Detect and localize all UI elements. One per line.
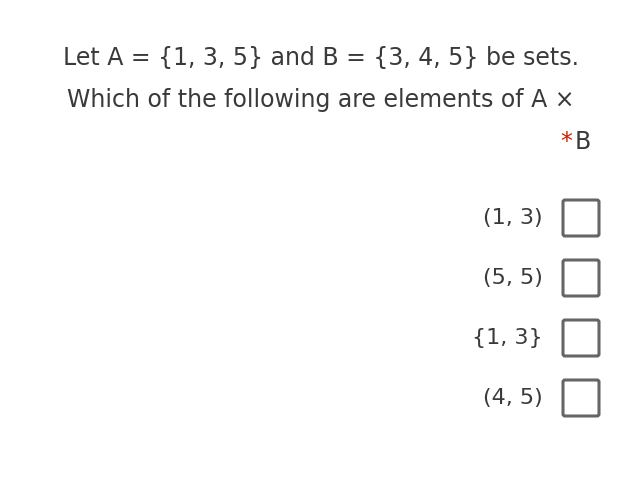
- FancyBboxPatch shape: [563, 320, 599, 356]
- Text: {1, 3}: {1, 3}: [473, 328, 543, 348]
- FancyBboxPatch shape: [563, 200, 599, 236]
- FancyBboxPatch shape: [563, 380, 599, 416]
- Text: (1, 3): (1, 3): [483, 208, 543, 228]
- Text: *: *: [560, 130, 572, 154]
- Text: (5, 5): (5, 5): [483, 268, 543, 288]
- FancyBboxPatch shape: [563, 260, 599, 296]
- Text: Let A = {1, 3, 5} and B = {3, 4, 5} be sets.: Let A = {1, 3, 5} and B = {3, 4, 5} be s…: [63, 46, 579, 70]
- Text: Which of the following are elements of A ×: Which of the following are elements of A…: [67, 88, 575, 112]
- Text: B: B: [575, 130, 591, 154]
- Text: (4, 5): (4, 5): [483, 388, 543, 408]
